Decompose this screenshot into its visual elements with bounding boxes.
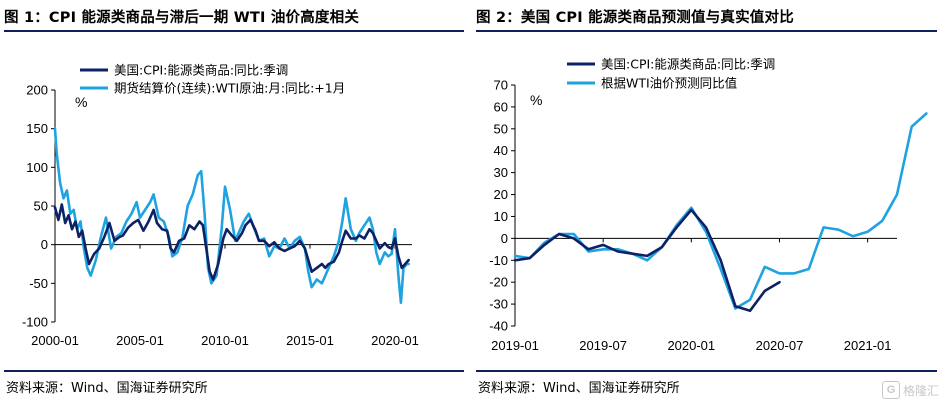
- unit-label: %: [75, 94, 87, 110]
- y-tick-label: 150: [26, 121, 48, 136]
- x-tick-label: 2020-01: [667, 338, 715, 353]
- y-tick-label: 100: [26, 160, 48, 175]
- series-line-0: [513, 208, 781, 313]
- series-line-1: [513, 112, 928, 310]
- title-rule: [476, 30, 937, 32]
- y-tick-label: 0: [41, 237, 48, 252]
- y-tick-label: 20: [494, 187, 508, 202]
- y-tick-label: 60: [494, 99, 508, 114]
- x-tick-label: 2021-01: [844, 338, 892, 353]
- y-tick-label: 50: [494, 121, 508, 136]
- unit-label: %: [530, 92, 542, 108]
- chart-right-svg: -40 -30 -20 -10 0 10 20 30 40 50 60 70 2019-01 2019-0…: [489, 57, 928, 353]
- series-line-0: [53, 203, 410, 281]
- x-tick-label: 2015-01: [286, 333, 334, 348]
- legend-entry: 美国:CPI:能源类商品:同比:季调: [114, 63, 288, 78]
- y-tick-label: 200: [26, 83, 48, 98]
- legend-entry: 根据WTI油价预测同比值: [601, 76, 737, 91]
- y-tick-label: 0: [501, 231, 508, 246]
- panel-left: 图 1：CPI 能源类商品与滞后一期 WTI 油价高度相关 -100 -50 0 50…: [0, 0, 472, 405]
- source-rule: [476, 370, 937, 372]
- chart-left-svg: -100 -50 0 50 100 150 200 2000-01 2005-01 2010-01…: [22, 63, 419, 349]
- y-tick-label: -50: [29, 276, 48, 291]
- x-tick-label: 2019-01: [491, 338, 539, 353]
- x-tick-label: 2000-01: [31, 333, 79, 348]
- source-rule: [4, 370, 464, 372]
- y-tick-label: 70: [494, 78, 508, 93]
- series-line-1: [53, 127, 410, 305]
- y-tick-label: 30: [494, 165, 508, 180]
- y-tick-label: -30: [489, 297, 508, 312]
- chart-title: 图 2：美国 CPI 能源类商品预测值与真实值对比: [476, 10, 794, 26]
- y-tick-label: 40: [494, 143, 508, 158]
- legend-entry: 美国:CPI:能源类商品:同比:季调: [601, 57, 775, 72]
- watermark-text: 格隆汇: [902, 383, 939, 398]
- y-tick-label: 10: [494, 209, 508, 224]
- x-tick-label: 2020-01: [371, 333, 419, 348]
- y-tick-label: -40: [489, 319, 508, 334]
- y-tick-label: -100: [22, 315, 48, 330]
- x-tick-label: 2020-07: [756, 338, 804, 353]
- legend-entry: 期货结算价(连续):WTI原油:月:同比:+1月: [114, 81, 345, 96]
- x-tick-label: 2010-01: [201, 333, 249, 348]
- x-tick-label: 2005-01: [116, 333, 164, 348]
- x-tick-label: 2019-07: [579, 338, 627, 353]
- y-tick-label: 50: [34, 199, 48, 214]
- y-tick-label: -10: [489, 253, 508, 268]
- watermark-logo: G 格隆汇: [881, 381, 939, 399]
- source-note: 资料来源：Wind、国海证券研究所: [6, 381, 208, 396]
- panel-right: 图 2：美国 CPI 能源类商品预测值与真实值对比 -40 -30 -20 -10 0 1…: [472, 0, 945, 405]
- title-rule: [4, 30, 464, 32]
- source-note: 资料来源：Wind、国海证券研究所: [478, 381, 680, 396]
- y-tick-label: -20: [489, 275, 508, 290]
- chart-title: 图 1：CPI 能源类商品与滞后一期 WTI 油价高度相关: [4, 10, 360, 26]
- watermark-glyph: G: [881, 381, 900, 399]
